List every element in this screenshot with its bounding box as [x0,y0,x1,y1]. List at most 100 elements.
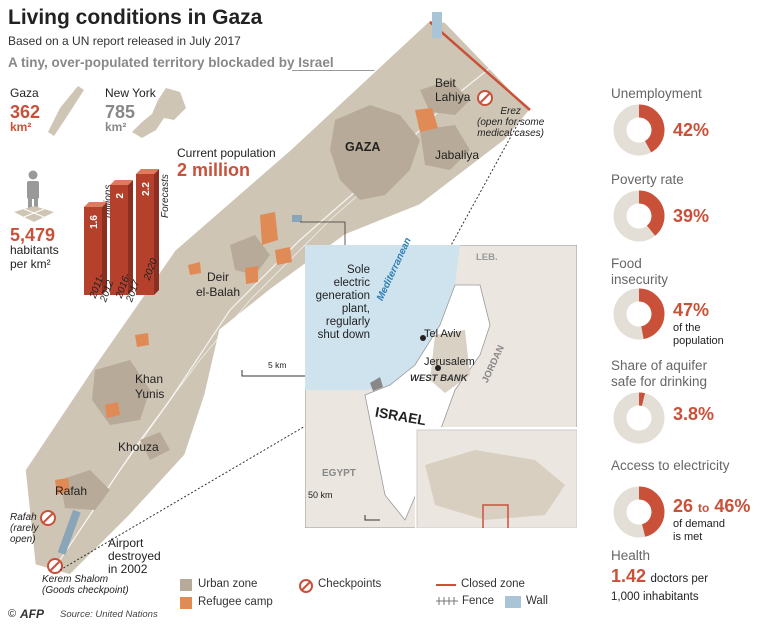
ny-area-label: New York [105,86,156,100]
refugee-camp [188,262,201,275]
closed-zone-line [429,21,531,111]
airport-label: Airport destroyed in 2002 [108,536,161,576]
map-scale-bar [241,370,313,377]
afp-logo: AFP [20,607,44,621]
ny-area-value: 785 [105,102,136,122]
legend-checkpoint-icon [299,579,313,593]
electricity-value: 26 to 46% [673,496,751,516]
mediterranean-sea [305,245,460,390]
stat-donut [613,288,665,340]
power-plant-icon [292,215,302,222]
population-bar-label: 2 [115,193,126,199]
tel-aviv-dot [420,335,426,341]
stat-donut [613,104,665,156]
refugee-camp [415,108,438,132]
population-bar-chart: 1.6 2 2.2 [84,169,159,295]
legend-checkpoints-label: Checkpoints [318,578,382,590]
population-bar: 2 [110,180,133,295]
gaza-inset-marker [370,377,383,391]
poverty-value: 39% [673,206,710,226]
health-note: 1,000 inhabitants [611,591,699,603]
gaza-silhouette-icon [48,86,84,136]
electricity-label: Access to electricity [611,458,730,473]
kerem-checkpoint-icon [47,558,63,574]
erez-checkpoint-icon [477,90,493,106]
deir-label: Deir el-Balah [196,270,241,299]
beit-lahiya-label: Beit Lahiya [435,76,471,104]
west-bank-shape [430,330,470,393]
refugee-camp [245,266,258,284]
page-title: Living conditions in Gaza [8,6,263,29]
legend-wall-swatch [505,596,521,608]
population-bar: 2.2 [136,169,159,295]
rafah-label: Rafah [55,484,88,498]
refugee-camp [105,402,120,418]
khouza-label: Khouza [118,440,159,454]
aquifer-value: 3.8% [673,404,715,424]
person-on-grid-icon [14,170,54,222]
electricity-note: of demand is met [673,518,725,543]
gaza-area-value: 362 [10,102,41,122]
legend-urban-label: Urban zone [198,578,258,590]
jerusalem-label: Jerusalem [424,356,475,368]
gaza-map [24,12,532,576]
legend-closed-swatch [436,584,456,586]
urban-jabaliya [420,125,470,170]
refugee-camp [260,212,278,245]
rafah-checkpoint-icon [40,510,56,526]
legend-fence-label: Fence [462,595,494,607]
refugee-camp [275,247,292,265]
legend-refugee-label: Refugee camp [198,596,273,608]
map-scale-label: 5 km [268,360,287,370]
poverty-label: Poverty rate [611,172,684,187]
health-label: Health [611,548,651,563]
page-subtitle: Based on a UN report released in July 20… [8,34,241,48]
food-insecurity-note: of the population [673,322,724,347]
erez-label: Erez (open for some medical cases) [477,106,545,139]
refugee-camp [55,478,70,494]
population-bar-label: 2.2 [141,182,152,196]
khan-yunis-label: Khan Yunis [135,372,165,401]
unemployment-label: Unemployment [611,86,702,101]
gaza-area-label: Gaza [10,86,39,100]
ny-silhouette-icon [132,88,186,138]
rafah-checkpoint-label: Rafah (rarely open) [10,512,39,545]
density-unit: habitants per km² [10,243,59,271]
population-label: Current population [177,146,276,160]
west-bank-label: WEST BANK [410,373,468,384]
refugee-camp [135,333,149,347]
tagline-rule [292,70,392,71]
legend-closed-label: Closed zone [461,578,525,590]
region-inset-map [305,245,577,528]
power-plant-label: Sole electric generation plant, regularly shu… [315,264,370,341]
legend-fence-icon [436,597,458,605]
gaza-city-label: GAZA [345,140,381,154]
lebanon-label: LEB. [476,252,498,263]
tel-aviv-label: Tel Aviv [424,328,462,340]
stats-donuts [613,104,665,538]
stat-donut [613,486,665,538]
aquifer-label: Share of aquifer safe for drinking [611,358,708,389]
urban-deir [230,235,270,275]
legend-wall-label: Wall [526,595,548,607]
jerusalem-dot [435,365,441,371]
inset-scale-label: 50 km [308,490,333,500]
food-insecurity-value: 47% [673,300,710,320]
unemployment-value: 42% [673,120,710,140]
population-bar-label: 1.6 [89,215,100,229]
urban-khouza [140,432,170,460]
urban-gaza [330,105,420,200]
egypt-label: EGYPT [322,468,356,479]
stat-donut [613,190,665,242]
tagline: A tiny, over-populated territory blockad… [8,55,334,70]
ny-area-unit: km² [105,120,127,134]
density-value: 5,479 [10,225,56,245]
population-bar: 1.6 [84,202,107,295]
airport-runway [57,509,81,555]
health-value: 1.42 doctors per [611,566,709,586]
locator-box [482,504,509,528]
urban-rafah [60,470,110,510]
jabaliya-label: Jabaliya [435,148,480,162]
urban-beit [420,80,470,115]
copyright-symbol: © [8,608,17,620]
